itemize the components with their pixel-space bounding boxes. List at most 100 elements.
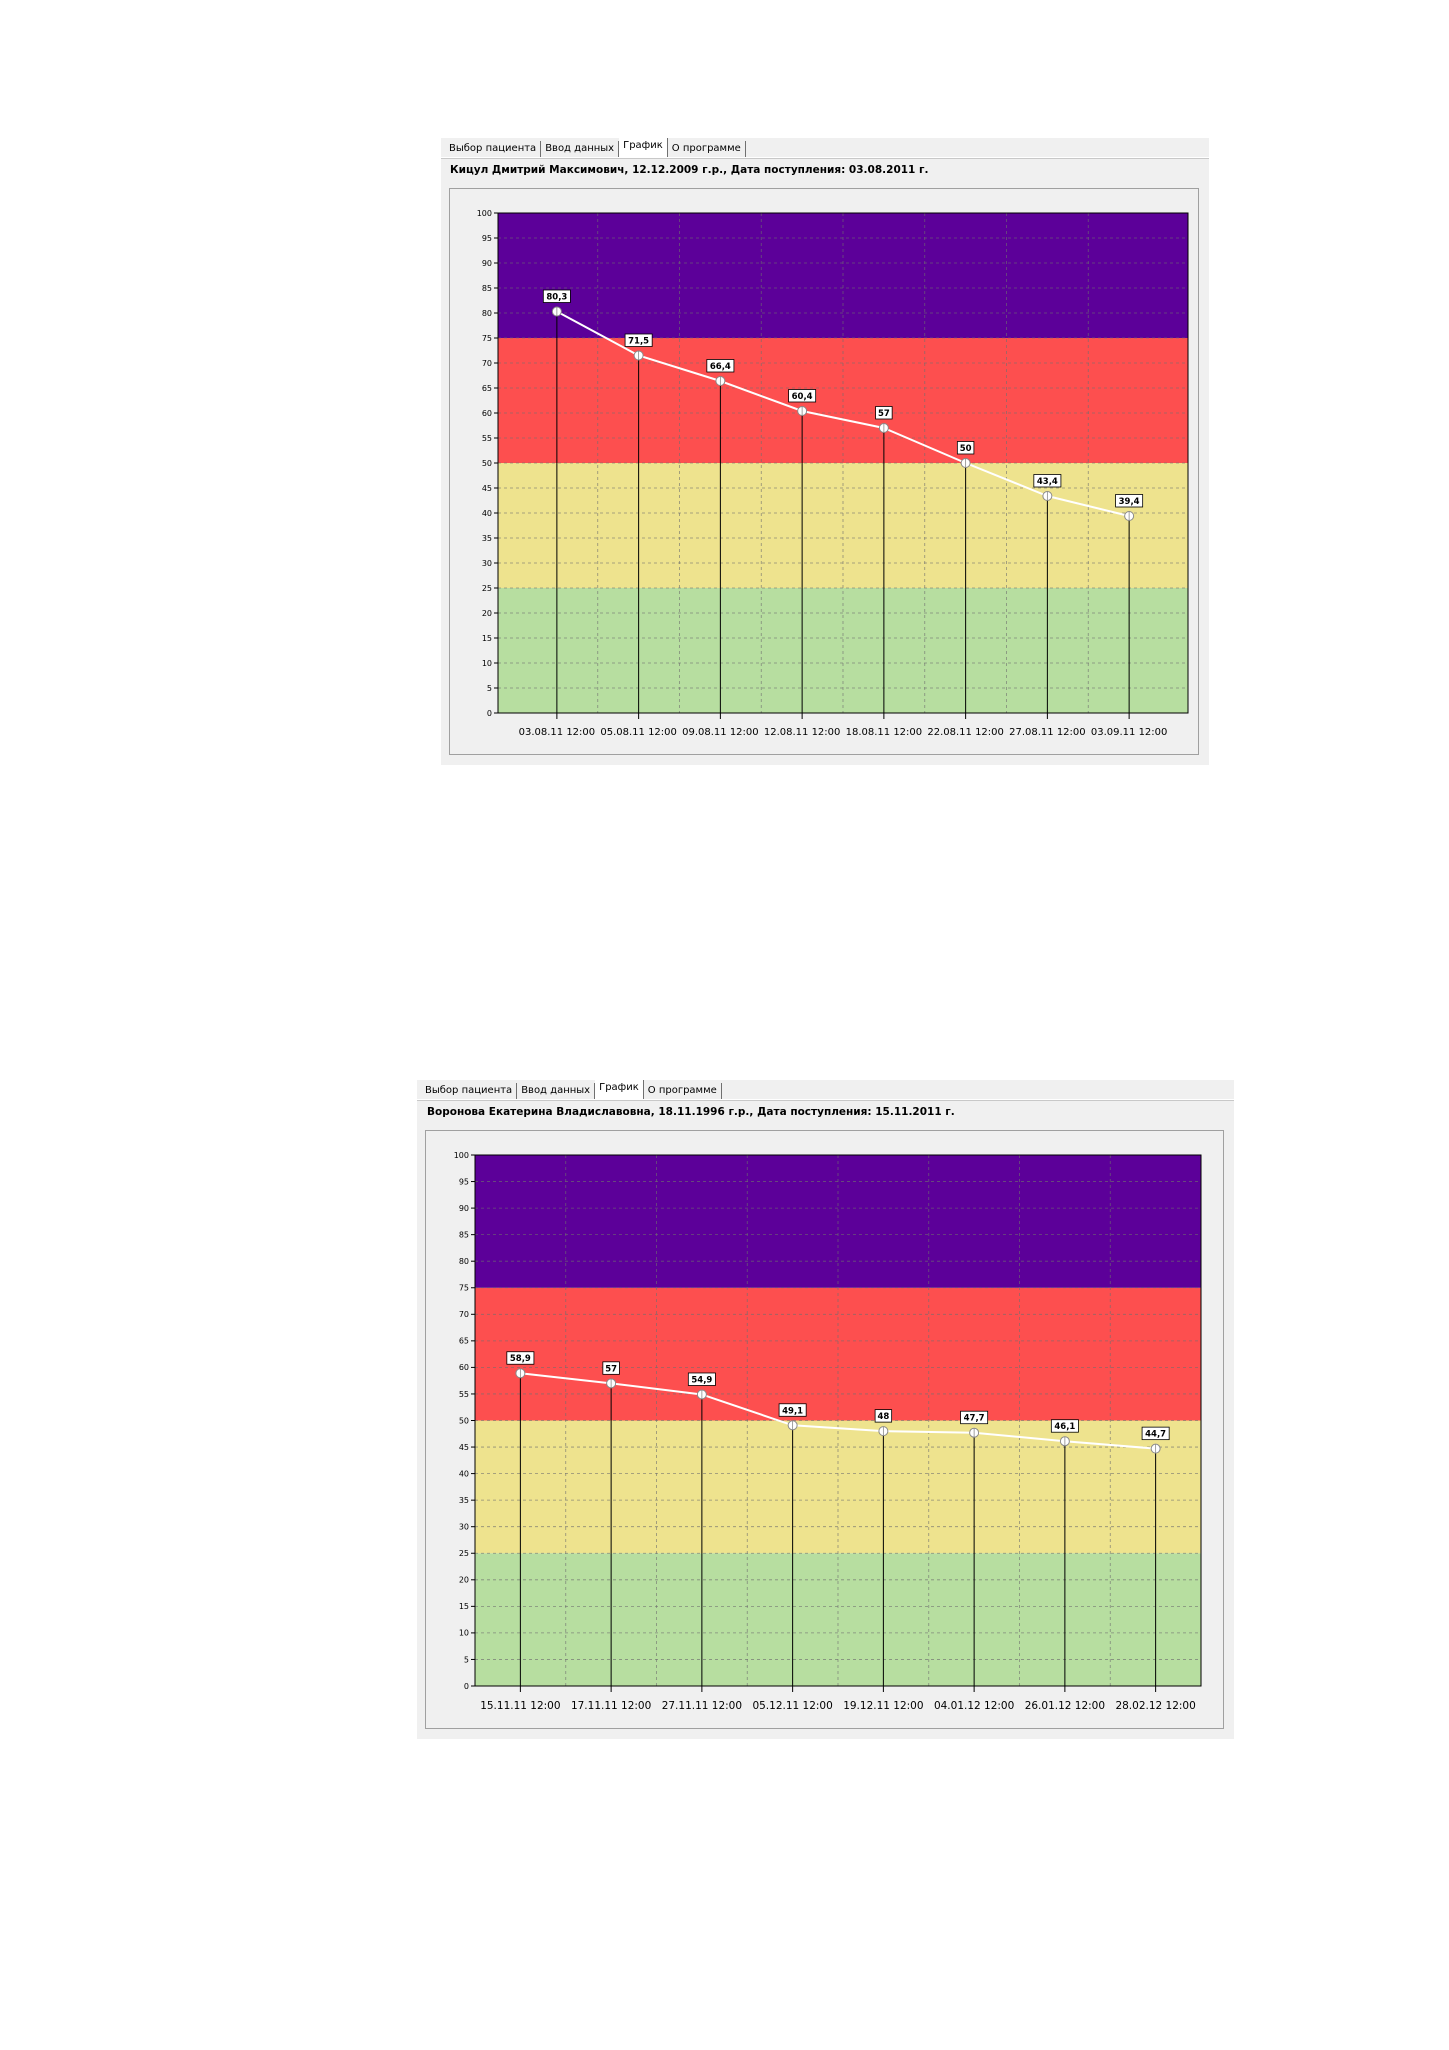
y-tick-label: 85 <box>459 1230 469 1239</box>
tab-strip: Выбор пациента Ввод данных График О прог… <box>421 1080 722 1100</box>
y-tick-label: 10 <box>482 659 492 668</box>
series-line <box>520 1372 1156 1450</box>
tab-data-entry[interactable]: Ввод данных <box>541 141 620 158</box>
data-label-box <box>1115 494 1144 508</box>
y-tick-label: 30 <box>482 559 492 568</box>
y-tick-label: 75 <box>459 1284 469 1293</box>
data-label: 57 <box>878 409 890 419</box>
tab-strip: Выбор пациента Ввод данных График О прог… <box>445 138 746 158</box>
data-label-box <box>778 1403 807 1417</box>
data-label-box <box>506 1351 535 1365</box>
y-tick-label: 30 <box>459 1523 469 1532</box>
tab-about[interactable]: О программе <box>643 1083 722 1100</box>
chart-frame: 0 5 10 15 20 25 30 35 40 45 50 55 60 65 70 75 80 85 90 95 10… <box>425 1130 1224 1729</box>
y-tick-label: 90 <box>482 259 492 268</box>
data-label: 44,7 <box>1145 1430 1166 1440</box>
y-tick-label: 25 <box>482 584 492 593</box>
data-label-box <box>874 1409 893 1423</box>
data-label: 49,1 <box>782 1406 803 1416</box>
y-tick-label: 55 <box>459 1390 469 1399</box>
y-tick-label: 0 <box>464 1682 469 1691</box>
x-tick-label: 09.08.11 12:00 <box>682 727 759 738</box>
data-label-box <box>706 359 735 373</box>
x-tick-label: 19.12.11 12:00 <box>843 1700 923 1712</box>
x-tick-label: 18.08.11 12:00 <box>846 727 923 738</box>
graph-panel-1: Выбор пациента Ввод данных График О прог… <box>441 138 1209 765</box>
tab-about[interactable]: О программе <box>667 141 746 158</box>
chart-svg: 0 5 10 15 20 25 30 35 40 45 50 55 60 65 70 75 80 85 90 95 10… <box>454 1151 1202 1712</box>
data-label: 71,5 <box>628 337 649 347</box>
x-tick-label: 22.08.11 12:00 <box>927 727 1004 738</box>
y-tick-label: 25 <box>459 1549 469 1558</box>
data-label-box <box>602 1361 620 1375</box>
x-tick-label: 28.02.12 12:00 <box>1115 1700 1195 1712</box>
y-tick-label: 60 <box>482 409 492 418</box>
tab-divider <box>417 1099 1234 1101</box>
x-tick-label: 12.08.11 12:00 <box>764 727 841 738</box>
x-tick-label: 03.08.11 12:00 <box>519 727 596 738</box>
x-tick-label: 04.01.12 12:00 <box>934 1700 1014 1712</box>
data-label-box <box>875 406 893 420</box>
y-tick-label: 40 <box>482 509 492 518</box>
data-label-box <box>687 1372 716 1386</box>
y-tick-label: 85 <box>482 284 492 293</box>
y-tick-label: 15 <box>482 634 492 643</box>
data-label: 60,4 <box>792 392 813 402</box>
data-label: 43,4 <box>1037 477 1058 487</box>
x-tick-label: 26.01.12 12:00 <box>1025 1700 1105 1712</box>
x-tick-label: 27.08.11 12:00 <box>1009 727 1086 738</box>
y-tick-label: 70 <box>459 1310 469 1319</box>
y-tick-label: 100 <box>454 1151 469 1160</box>
y-tick-label: 5 <box>464 1655 469 1664</box>
y-tick-label: 80 <box>459 1257 469 1266</box>
x-tick-label: 05.12.11 12:00 <box>752 1700 832 1712</box>
tab-data-entry[interactable]: Ввод данных <box>517 1083 596 1100</box>
tab-graph[interactable]: График <box>619 138 668 158</box>
tab-patient-select[interactable]: Выбор пациента <box>421 1083 518 1100</box>
tab-graph[interactable]: График <box>595 1080 644 1100</box>
y-tick-label: 95 <box>459 1177 469 1186</box>
patient-header: Воронова Екатерина Владиславовна, 18.11.… <box>427 1106 955 1118</box>
patient-header: Кицул Дмитрий Максимович, 12.12.2009 г.р… <box>450 164 929 176</box>
data-label-box <box>624 333 653 347</box>
data-label-box <box>960 1410 989 1425</box>
data-label: 47,7 <box>964 1414 985 1424</box>
x-tick-label: 05.08.11 12:00 <box>600 727 677 738</box>
tab-divider <box>441 157 1209 159</box>
y-tick-label: 20 <box>482 609 492 618</box>
data-label-box <box>788 389 817 403</box>
data-label: 57 <box>605 1364 617 1374</box>
data-label: 54,9 <box>691 1375 712 1385</box>
data-label: 50 <box>960 444 972 454</box>
data-label: 39,4 <box>1119 497 1140 507</box>
y-tick-label: 75 <box>482 334 492 343</box>
data-label-box <box>956 441 975 455</box>
band-0 <box>498 588 1188 713</box>
data-label: 66,4 <box>710 362 731 372</box>
data-label-box <box>1050 1419 1079 1433</box>
data-label-box <box>1033 474 1062 488</box>
x-tick-label: 27.11.11 12:00 <box>662 1700 742 1712</box>
y-tick-label: 65 <box>459 1337 469 1346</box>
chart-svg: 0 5 10 15 20 25 30 35 40 45 50 55 60 65 70 75 80 85 90 95 10… <box>477 209 1189 738</box>
y-tick-label: 70 <box>482 359 492 368</box>
x-tick-label: 15.11.11 12:00 <box>480 1700 560 1712</box>
graph-panel-2: Выбор пациента Ввод данных График О прог… <box>417 1080 1234 1739</box>
y-tick-label: 65 <box>482 384 492 393</box>
y-tick-label: 5 <box>487 684 492 693</box>
data-label-box <box>542 289 571 303</box>
data-label: 48 <box>877 1412 889 1422</box>
y-tick-label: 55 <box>482 434 492 443</box>
y-tick-label: 90 <box>459 1204 469 1213</box>
y-tick-label: 35 <box>459 1496 469 1505</box>
y-tick-label: 60 <box>459 1363 469 1372</box>
y-tick-label: 40 <box>459 1469 469 1478</box>
tab-patient-select[interactable]: Выбор пациента <box>445 141 542 158</box>
y-tick-label: 45 <box>482 484 492 493</box>
y-tick-label: 50 <box>482 459 492 468</box>
data-label-box <box>1141 1426 1170 1441</box>
y-tick-label: 35 <box>482 534 492 543</box>
series-line <box>556 310 1130 517</box>
x-tick-label: 03.09.11 12:00 <box>1091 727 1168 738</box>
data-label: 58,9 <box>510 1354 531 1364</box>
